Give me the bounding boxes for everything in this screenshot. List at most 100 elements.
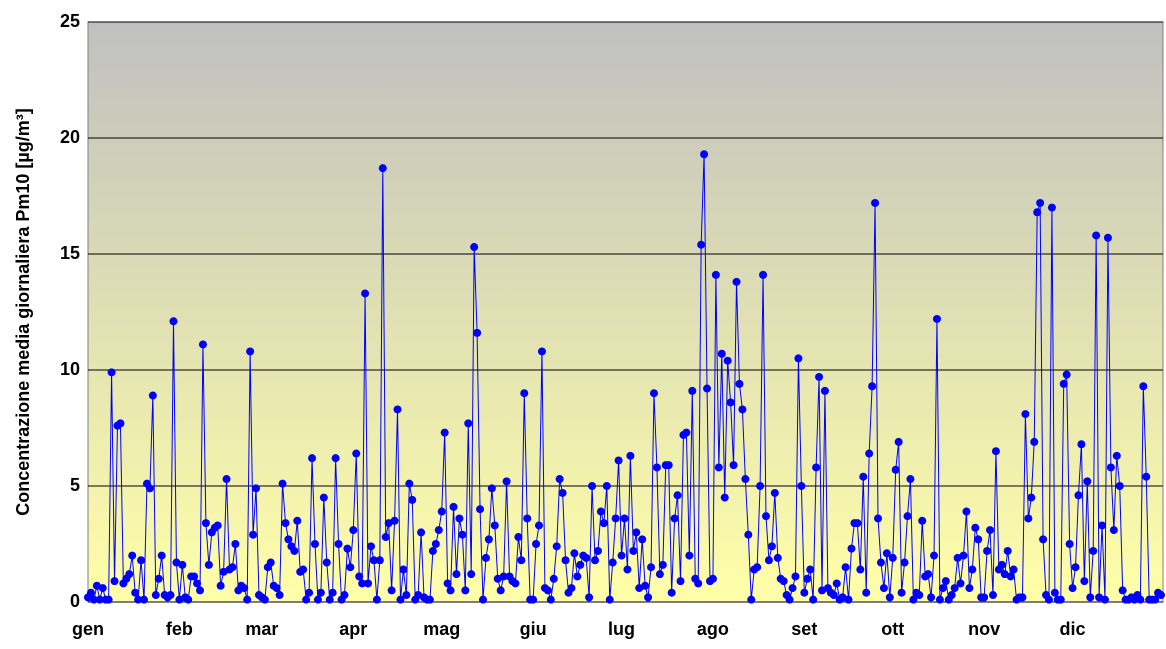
data-point (1115, 482, 1124, 490)
data-point (425, 595, 434, 604)
data-point (1118, 586, 1127, 595)
data-point (862, 588, 871, 597)
data-point (588, 482, 597, 490)
data-point (788, 584, 797, 593)
data-point (151, 591, 160, 600)
data-point (591, 556, 600, 565)
data-point (532, 540, 541, 548)
data-point (352, 449, 361, 458)
data-point (246, 347, 255, 356)
data-point (1151, 595, 1160, 604)
data-point (193, 579, 202, 588)
data-point (649, 389, 658, 398)
data-point (829, 591, 838, 600)
data-point (561, 556, 570, 565)
data-point (927, 593, 936, 602)
data-point (499, 572, 508, 581)
data-point (1074, 491, 1083, 500)
data-point (711, 270, 720, 279)
data-point (107, 368, 116, 377)
data-point (1157, 591, 1165, 600)
data-point (747, 595, 756, 604)
data-point (196, 586, 205, 595)
data-point (1018, 593, 1027, 602)
data-point (372, 595, 381, 604)
data-point (652, 463, 661, 472)
x-tick-label: dic (1060, 619, 1086, 639)
data-point (157, 551, 166, 560)
data-point (980, 593, 989, 602)
data-point (402, 591, 411, 600)
data-point (779, 577, 788, 586)
data-point (293, 516, 302, 525)
data-point (1021, 410, 1030, 419)
data-point (1139, 382, 1148, 391)
data-point (812, 463, 821, 472)
data-point (546, 595, 555, 604)
data-point (570, 549, 579, 558)
data-point (1071, 563, 1080, 572)
data-point (308, 454, 317, 463)
data-point (932, 314, 941, 323)
data-point (496, 586, 505, 595)
data-point (405, 479, 414, 488)
data-point (759, 270, 768, 279)
data-point (302, 595, 311, 604)
data-point (549, 574, 558, 583)
data-point (593, 546, 602, 555)
data-point (935, 595, 944, 604)
data-point (399, 565, 408, 574)
data-point (284, 535, 293, 544)
data-point (452, 570, 461, 579)
data-point (537, 347, 546, 356)
data-point (484, 535, 493, 544)
data-point (726, 398, 735, 407)
data-point (918, 516, 927, 525)
data-point (738, 405, 747, 414)
data-point (364, 579, 373, 588)
data-point (697, 240, 706, 249)
data-point (361, 289, 370, 298)
data-point (638, 535, 647, 544)
data-point (732, 277, 741, 286)
data-point (502, 477, 511, 486)
data-point (856, 565, 865, 574)
data-point (1112, 451, 1121, 460)
data-point (458, 530, 467, 539)
data-point (125, 570, 134, 579)
data-point (641, 581, 650, 590)
data-point (408, 495, 417, 504)
data-point (599, 519, 608, 528)
data-point (1080, 577, 1089, 586)
data-point (140, 595, 149, 604)
data-point (803, 574, 812, 583)
x-tick-label: ago (697, 619, 729, 639)
data-point (511, 579, 520, 588)
data-point (1039, 535, 1048, 544)
data-point (667, 588, 676, 597)
data-point (431, 540, 440, 548)
data-point (275, 591, 284, 600)
x-tick-label: lug (608, 619, 635, 639)
data-point (900, 558, 909, 567)
data-point (328, 588, 337, 597)
data-point (1098, 521, 1107, 530)
data-point (204, 560, 213, 569)
data-point (440, 428, 449, 437)
data-point (700, 150, 709, 159)
data-point (1062, 370, 1071, 379)
data-point (443, 579, 452, 588)
y-axis-title: Concentrazione media giornaliera Pm10 [µ… (13, 108, 33, 515)
data-point (558, 488, 567, 497)
data-point (956, 579, 965, 588)
data-point (331, 454, 340, 463)
data-point (104, 595, 113, 604)
data-point (729, 461, 738, 470)
y-tick-label: 0 (70, 591, 80, 611)
data-point (897, 588, 906, 597)
data-point (815, 372, 824, 381)
data-point (1065, 540, 1074, 548)
data-point (434, 526, 443, 535)
data-point (596, 507, 605, 516)
data-point (1059, 379, 1068, 388)
